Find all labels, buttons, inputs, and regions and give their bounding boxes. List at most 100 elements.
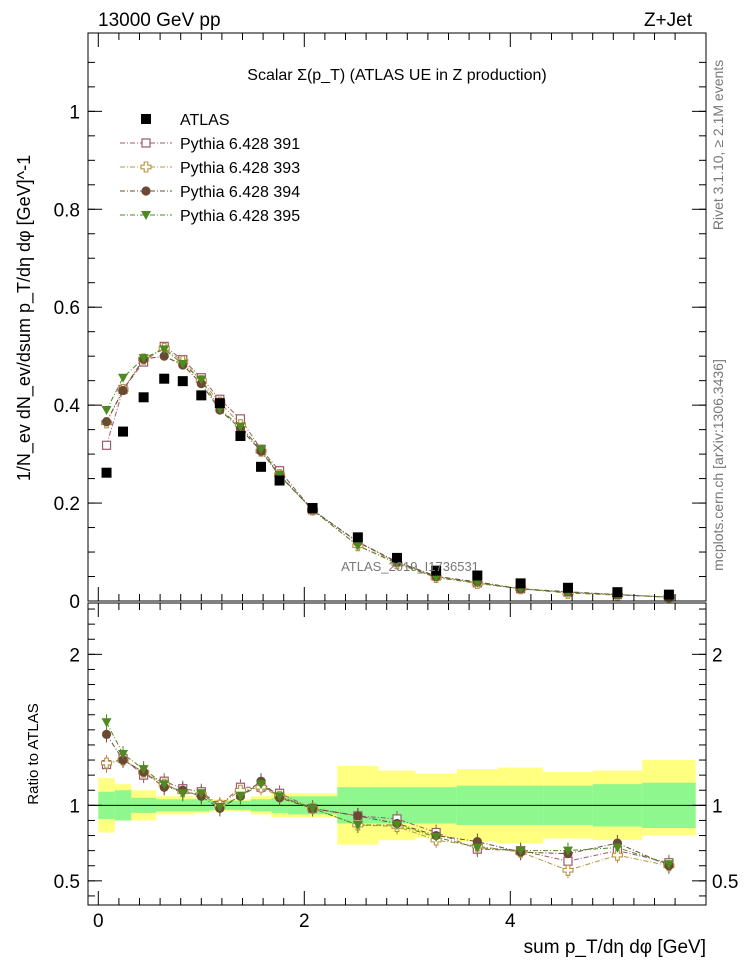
data-point [472,570,483,581]
ratio-y-tick-label-right: 1 [712,796,723,817]
ratio-point [138,765,149,775]
data-point [256,461,267,472]
ratio-axis-ticks: 0.5 0.5 1 1 2 2 0 2 4 [54,603,738,932]
ratio-point [353,811,363,821]
data-point [159,351,169,361]
ratio-point [663,860,674,870]
data-point [431,573,442,583]
ratio-point [562,864,574,876]
data-point [138,354,149,364]
data-point [177,376,188,387]
ratio-point [177,789,188,799]
legend-label: Pythia 6.428 393 [180,160,300,177]
legend-label: Pythia 6.428 391 [180,136,300,153]
data-point [159,373,170,384]
ratio-point [214,802,225,812]
x-tick-label: 2 [299,911,310,932]
legend-marker [140,161,152,173]
ratio-point [101,718,112,728]
ratio-markers-3 [101,718,674,870]
main-frame [87,32,707,602]
rivet-label: Rivet 3.1.10, ≥ 2.1M events [710,60,726,230]
x-tick-label: 4 [505,911,516,932]
data-point [101,467,112,478]
data-point [101,417,112,427]
data-point [352,541,363,551]
data-point [235,422,246,432]
ratio-frame [87,602,707,906]
data-point [515,578,526,589]
ratio-point [196,789,207,799]
data-point [256,445,267,455]
series-markers-0 [101,373,674,600]
ratio-point [118,750,129,759]
data-point [138,392,149,403]
data-point [472,578,483,588]
ratio-point [352,820,363,830]
ratio-point [256,780,267,790]
ratio-point [562,846,573,856]
y-tick-label: 0.2 [54,494,80,515]
data-point [118,385,128,396]
x-axis-label: sum p_T/dη dφ [GeV] [524,937,706,958]
ratio-point [118,755,128,765]
process-label: Z+Jet [644,10,693,31]
ratio-y-axis-label: Ratio to ATLAS [25,703,42,804]
data-point [235,430,246,441]
collision-label: 13000 GeV pp [98,10,221,31]
y-tick-label: 0 [69,592,80,613]
data-point [274,475,285,486]
ratio-y-tick-label-right: 0.5 [712,872,738,893]
data-point [101,440,112,450]
main-y-axis-label: 1/N_ev dN_ev/dsum p_T/dη dφ [GeV]^-1 [14,155,35,481]
legend-label: Pythia 6.428 395 [180,208,300,225]
ratio-point [612,843,623,853]
y-tick-label: 1 [69,102,80,123]
legend-label: ATLAS [180,112,230,129]
data-point [431,565,442,576]
ratio-point [101,729,112,739]
data-point [562,582,573,593]
data-point [101,406,112,416]
legend: ATLAS Pythia 6.428 391 Pythia 6.428 393 Pyt… [120,112,300,225]
data-point [663,589,674,600]
main-axis-ticks: 0 0.2 0.4 0.6 0.8 1 [54,33,706,613]
ratio-point [307,804,318,814]
data-point [118,373,129,383]
legend-marker [141,114,151,124]
ratio-y-tick-label-left: 0.5 [54,872,80,893]
data-point [274,470,285,480]
legend-marker [141,211,151,220]
data-point [118,426,129,437]
data-point [196,390,207,401]
ratio-panel: 0.5 0.5 1 1 2 2 0 2 4 [54,602,738,932]
legend-marker [141,138,151,148]
data-point [159,345,170,355]
legend-marker [141,186,151,196]
ratio-y-tick-label-left: 1 [69,796,80,817]
data-point [612,587,623,598]
main-data-layer [100,341,675,603]
data-point [352,532,363,543]
ratio-point [100,757,113,769]
ratio-point [611,849,623,861]
data-point [392,552,402,563]
data-point [177,360,188,370]
ratio-point [515,846,526,856]
mcplots-label: mcplots.cern.ch [arXiv:1306.3436] [710,359,726,571]
ratio-y-tick-label-right: 2 [712,645,723,666]
ratio-y-tick-label-left: 2 [69,645,80,666]
ratio-point [392,820,402,830]
data-point [307,502,318,513]
y-tick-label: 0.6 [54,298,80,319]
y-tick-label: 0.8 [54,200,80,221]
data-point [214,398,225,409]
y-tick-label: 0.4 [54,396,81,417]
ratio-data-layer [88,714,706,879]
ratio-point [274,792,285,802]
ratio-point [235,792,246,802]
legend-label: Pythia 6.428 394 [180,184,300,201]
ratio-point [563,856,573,866]
data-point [196,375,207,385]
